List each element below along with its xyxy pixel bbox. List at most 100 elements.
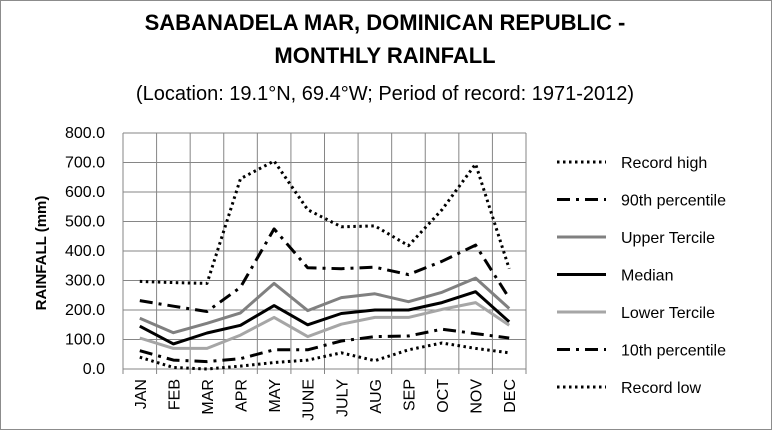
data-point-90th-percentile bbox=[239, 285, 243, 289]
x-tick-label: MAR bbox=[200, 379, 217, 415]
y-tick-label: 200.0 bbox=[65, 302, 105, 319]
data-point-10th-percentile bbox=[373, 335, 377, 339]
y-tick-label: 600.0 bbox=[65, 184, 105, 201]
x-tick-label: JAN bbox=[133, 379, 150, 409]
data-point-10th-percentile bbox=[239, 357, 243, 361]
data-point-10th-percentile bbox=[306, 348, 310, 352]
series-line-record-high bbox=[139, 159, 511, 285]
legend-label-lower-tercile: Lower Tercile bbox=[621, 305, 715, 322]
data-point-median bbox=[272, 304, 276, 308]
y-tick-label: 0.0 bbox=[83, 361, 105, 378]
data-point-upper-tercile bbox=[306, 309, 310, 313]
data-point-upper-tercile bbox=[138, 316, 142, 320]
data-point-record-high bbox=[474, 162, 478, 166]
data-point-90th-percentile bbox=[474, 243, 478, 247]
data-point-record-low bbox=[406, 348, 410, 352]
data-point-median bbox=[239, 323, 243, 327]
data-point-record-high bbox=[507, 267, 511, 271]
data-point-10th-percentile bbox=[171, 358, 175, 362]
legend-label-90th-percentile: 90th percentile bbox=[621, 193, 726, 210]
data-point-upper-tercile bbox=[474, 276, 478, 280]
data-point-median bbox=[205, 331, 209, 335]
data-point-median bbox=[339, 312, 343, 316]
data-point-record-low bbox=[440, 341, 444, 345]
x-tick-label: SEP bbox=[401, 379, 418, 411]
data-point-median bbox=[440, 301, 444, 305]
chart-title-line1: SABANADELA MAR, DOMINICAN REPUBLIC - bbox=[145, 10, 626, 35]
data-point-90th-percentile bbox=[205, 309, 209, 313]
data-point-upper-tercile bbox=[272, 281, 276, 285]
x-tick-label: JUNE bbox=[301, 379, 318, 421]
data-point-record-high bbox=[306, 208, 310, 212]
data-point-90th-percentile bbox=[272, 227, 276, 231]
data-point-lower-tercile bbox=[440, 307, 444, 311]
data-point-90th-percentile bbox=[406, 273, 410, 277]
legend-label-record-high: Record high bbox=[621, 155, 707, 172]
data-point-upper-tercile bbox=[373, 292, 377, 296]
data-point-upper-tercile bbox=[205, 321, 209, 325]
data-point-record-low bbox=[205, 367, 209, 371]
data-point-record-high bbox=[373, 224, 377, 228]
data-point-90th-percentile bbox=[138, 299, 142, 303]
x-tick-label: NOV bbox=[469, 379, 486, 414]
data-point-lower-tercile bbox=[373, 315, 377, 319]
data-point-record-high bbox=[205, 281, 209, 285]
data-point-median bbox=[171, 342, 175, 346]
x-tick-label: AUG bbox=[368, 379, 385, 414]
data-point-record-high bbox=[171, 281, 175, 285]
legend-label-upper-tercile: Upper Tercile bbox=[621, 230, 715, 247]
data-point-record-high bbox=[339, 225, 343, 229]
series-line-lower-tercile bbox=[139, 301, 511, 350]
y-tick-label: 500.0 bbox=[65, 214, 105, 231]
data-point-record-low bbox=[239, 364, 243, 368]
data-point-record-high bbox=[239, 177, 243, 181]
y-tick-label: 800.0 bbox=[65, 125, 105, 142]
series-line-median bbox=[139, 290, 511, 346]
y-tick-label: 100.0 bbox=[65, 332, 105, 349]
data-point-upper-tercile bbox=[339, 296, 343, 300]
data-point-median bbox=[474, 290, 478, 294]
data-point-10th-percentile bbox=[339, 339, 343, 343]
data-point-lower-tercile bbox=[474, 301, 478, 305]
data-point-lower-tercile bbox=[171, 346, 175, 350]
data-point-median bbox=[373, 308, 377, 312]
data-point-record-high bbox=[138, 279, 142, 283]
y-tick-label: 700.0 bbox=[65, 155, 105, 172]
data-point-record-low bbox=[474, 346, 478, 350]
data-point-10th-percentile bbox=[406, 334, 410, 338]
data-point-record-high bbox=[440, 208, 444, 212]
data-point-median bbox=[406, 308, 410, 312]
data-point-record-low bbox=[171, 366, 175, 370]
data-point-record-low bbox=[272, 361, 276, 365]
data-point-lower-tercile bbox=[507, 323, 511, 327]
data-point-upper-tercile bbox=[440, 290, 444, 294]
data-point-90th-percentile bbox=[339, 267, 343, 271]
legend: Record high 90th percentile Upper Tercile M… bbox=[557, 155, 726, 397]
legend-label-10th-percentile: 10th percentile bbox=[621, 343, 726, 360]
x-tick-label: MAY bbox=[267, 379, 284, 413]
series-line-record-low bbox=[139, 341, 510, 371]
y-axis-title: RAINFALL (mm) bbox=[33, 196, 50, 311]
x-tick-label: DEC bbox=[502, 379, 519, 413]
data-point-median bbox=[138, 324, 142, 328]
x-tick-label: OCT bbox=[435, 379, 452, 413]
data-point-lower-tercile bbox=[339, 322, 343, 326]
data-point-upper-tercile bbox=[507, 307, 511, 311]
data-point-record-low bbox=[507, 351, 511, 355]
data-point-lower-tercile bbox=[205, 346, 209, 350]
data-point-10th-percentile bbox=[507, 336, 511, 340]
data-point-10th-percentile bbox=[138, 349, 142, 353]
y-tick-label: 300.0 bbox=[65, 273, 105, 290]
chart-subtitle: (Location: 19.1°N, 69.4°W; Period of rec… bbox=[136, 83, 634, 105]
data-point-lower-tercile bbox=[239, 333, 243, 337]
data-point-record-low bbox=[373, 359, 377, 363]
x-tick-label: FEB bbox=[166, 379, 183, 410]
data-point-median bbox=[306, 323, 310, 327]
data-point-90th-percentile bbox=[507, 296, 511, 300]
data-point-90th-percentile bbox=[306, 266, 310, 270]
legend-label-median: Median bbox=[621, 268, 673, 285]
data-point-lower-tercile bbox=[138, 336, 142, 340]
data-point-10th-percentile bbox=[205, 360, 209, 364]
